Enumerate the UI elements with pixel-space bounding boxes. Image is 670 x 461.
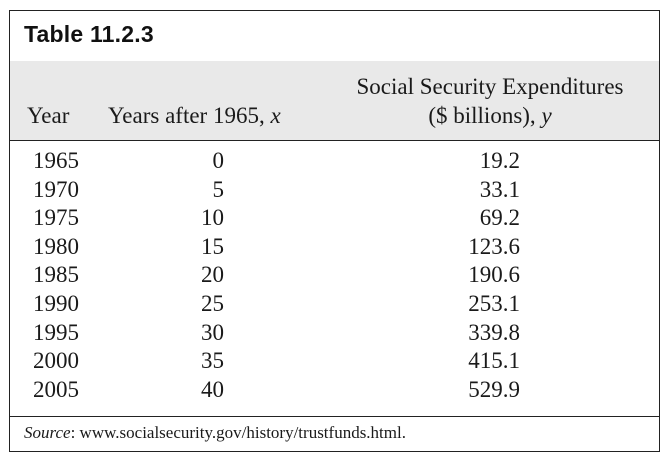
source-url: : www.socialsecurity.gov/history/trustfu…	[70, 423, 406, 442]
header-year: Year	[27, 103, 70, 128]
cell-y: 190.6	[468, 262, 520, 288]
cell-x: 25	[201, 290, 224, 316]
cell-y: 253.1	[468, 290, 520, 316]
cell-x: 30	[201, 319, 224, 345]
header-expenditures-line1: Social Security Expenditures	[356, 74, 624, 99]
cell-y: 339.8	[468, 319, 520, 345]
table-row: 1990 25 253.1	[10, 291, 659, 320]
cell-year: 1985	[33, 262, 79, 288]
table-title: Table 11.2.3	[24, 21, 154, 47]
source-label: Source	[24, 423, 71, 442]
cell-y: 33.1	[479, 176, 520, 202]
table-row: 1975 10 69.2	[10, 205, 659, 234]
cell-x: 15	[201, 233, 224, 259]
cell-x: 40	[201, 376, 224, 402]
table-header: Year Years after 1965, x Social Security…	[10, 61, 659, 141]
cell-year: 1995	[33, 319, 79, 345]
cell-year: 1965	[33, 148, 79, 173]
table-row: 1980 15 123.6	[10, 234, 659, 263]
cell-year: 1980	[33, 233, 79, 259]
cell-year: 2000	[33, 348, 79, 374]
table-row: 2000 35 415.1	[10, 348, 659, 377]
cell-x: 10	[201, 205, 224, 231]
header-years-after-text: Years after 1965,	[108, 103, 271, 128]
cell-y: 69.2	[479, 205, 520, 231]
table-row: 2005 40 529.9	[10, 377, 659, 406]
cell-year: 1970	[33, 176, 79, 202]
cell-year: 1990	[33, 290, 79, 316]
table-row: 1965 0 19.2	[10, 148, 659, 177]
cell-x: 20	[201, 262, 224, 288]
header-expenditures: Social Security Expenditures ($ billions…	[330, 72, 650, 130]
header-x-variable: x	[270, 103, 281, 128]
cell-x: 0	[212, 148, 225, 173]
table-row: 1995 30 339.8	[10, 320, 659, 349]
cell-x: 5	[212, 176, 225, 202]
header-years-after: Years after 1965, x	[108, 103, 281, 129]
cell-x: 35	[201, 348, 224, 374]
table-row: 1985 20 190.6	[10, 262, 659, 291]
source-note: Source: www.socialsecurity.gov/history/t…	[24, 423, 406, 443]
cell-year: 1975	[33, 205, 79, 231]
cell-y: 529.9	[468, 376, 520, 402]
cell-y: 19.2	[479, 148, 520, 173]
header-y-variable: y	[541, 103, 552, 128]
cell-y: 415.1	[468, 348, 520, 374]
cell-year: 2005	[33, 376, 79, 402]
table-footer: Source: www.socialsecurity.gov/history/t…	[10, 416, 659, 451]
header-expenditures-line2: ($ billions), y	[330, 101, 650, 130]
header-expenditures-unit: ($ billions),	[428, 103, 542, 128]
table-row: 1970 5 33.1	[10, 177, 659, 206]
table-body: 1965 0 19.2 1970 5 33.1 1975 10 69.2 198…	[10, 148, 659, 405]
table-title-bar: Table 11.2.3	[10, 11, 659, 62]
cell-y: 123.6	[468, 233, 520, 259]
data-table: Table 11.2.3 Year Years after 1965, x So…	[9, 10, 660, 452]
